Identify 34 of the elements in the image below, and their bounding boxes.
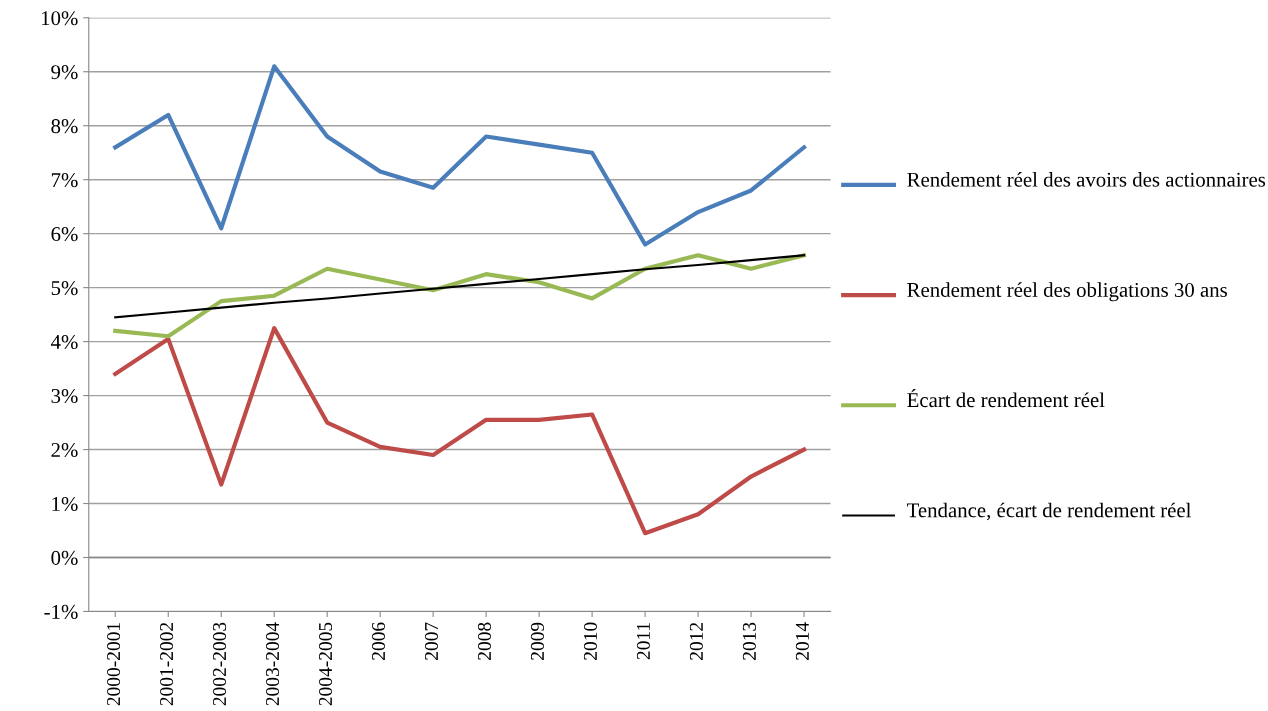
- x-tick-label: 2002-2003: [212, 622, 227, 706]
- legend-label: Rendement réel des obligations 30 ans: [907, 282, 1227, 302]
- x-tick-label: 2007: [424, 622, 439, 660]
- y-tick-label: 9%: [51, 65, 78, 80]
- legend-label: Rendement réel des avoirs des actionnaires: [907, 172, 1266, 187]
- y-tick-label: 7%: [51, 173, 78, 188]
- x-tick-label: 2000-2001: [107, 623, 121, 706]
- x-tick-label: 2010: [583, 622, 597, 660]
- line-series: [113, 326, 807, 536]
- y-tick-label: 3%: [51, 388, 78, 404]
- x-tick-label: 2001-2002: [159, 622, 174, 706]
- y-tick-label: 6%: [51, 227, 78, 242]
- x-tick-label: 2006: [371, 622, 386, 660]
- y-tick-label: 1%: [52, 496, 78, 512]
- x-tick-label: 2011: [636, 623, 650, 660]
- line-series: [113, 253, 807, 339]
- y-tick-label: 8%: [51, 119, 78, 134]
- x-tick-label: 2013: [742, 622, 756, 660]
- y-tick-label: 4%: [50, 334, 78, 350]
- x-tick-label: 2004-2005: [318, 622, 333, 706]
- x-tick-label: 2008: [477, 622, 492, 660]
- legend-label: Tendance, écart de rendement réel: [907, 502, 1192, 521]
- x-tick-label: 2009: [530, 622, 544, 660]
- y-tick-label: -1%: [44, 604, 78, 619]
- x-tick-label: 2014: [795, 622, 809, 660]
- y-tick-label: 2%: [51, 442, 78, 458]
- line-series: [114, 254, 806, 319]
- line-series: [113, 64, 807, 247]
- y-tick-label: 5%: [51, 281, 78, 296]
- legend-label: Écart de rendement réel: [907, 389, 1105, 408]
- y-tick-label: 0%: [51, 550, 78, 565]
- x-tick-label: 2003-2004: [265, 622, 280, 706]
- y-tick-label: 10%: [41, 11, 78, 26]
- x-tick-label: 2012: [689, 622, 703, 660]
